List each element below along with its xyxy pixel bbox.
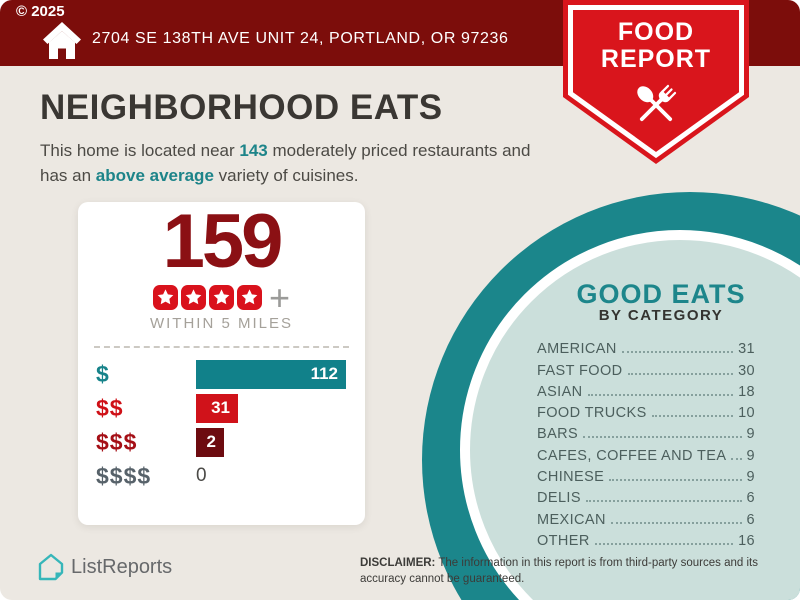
star-icon <box>236 285 262 310</box>
category-name: MEXICAN <box>537 511 606 528</box>
price-bar-row: $112 <box>96 357 365 391</box>
disclaimer-text: DISCLAIMER: The information in this repo… <box>360 556 792 587</box>
plus-icon: + <box>268 276 291 318</box>
listreports-brand-text: ListReports <box>71 555 173 578</box>
price-bar: 112 <box>196 359 346 389</box>
category-count: 9 <box>746 469 755 486</box>
badge-title-line2: REPORT <box>600 45 712 73</box>
crossed-spoon-fork-icon <box>637 84 677 122</box>
leader-dots <box>583 436 742 439</box>
price-bar-row: $$$ 2 <box>96 425 365 459</box>
leader-dots <box>731 457 742 460</box>
price-bar-row: $$ 31 <box>96 391 365 425</box>
price-bar: 2 <box>196 427 224 457</box>
leader-dots <box>610 521 742 524</box>
category-name: ASIAN <box>537 383 583 400</box>
price-level-label: $$ <box>96 394 124 421</box>
food-report-badge: FOOD REPORT <box>563 0 749 168</box>
price-level-label: $ <box>96 360 110 387</box>
category-row: BARS 9 <box>537 421 755 442</box>
ribbon-shape <box>563 0 749 164</box>
category-count: 30 <box>738 362 755 379</box>
category-row: DELIS 6 <box>537 485 755 506</box>
category-row: FOOD TRUCKS 10 <box>537 400 755 421</box>
price-bar: 31 <box>196 393 238 423</box>
category-name: FAST FOOD <box>537 362 623 379</box>
restaurant-count: 159 <box>162 199 284 284</box>
leader-dots <box>621 351 734 354</box>
price-level-bar-chart: $112 $$ 31 $$$ 2 $$$$ 0 <box>78 357 365 493</box>
subtitle-text: variety of cuisines. <box>213 165 359 185</box>
price-bar-zero-value: 0 <box>196 465 207 486</box>
subtitle-line-1: This home is located near 143 moderately… <box>40 139 530 164</box>
badge-title-line1: FOOD <box>617 18 695 46</box>
category-count: 6 <box>746 490 755 507</box>
restaurant-summary-card: 159 + WITHIN 5 MILES $112 $$ 31 $$$ 2 $$$$ 0 <box>78 202 365 525</box>
category-count: 9 <box>746 447 755 464</box>
subtitle-highlight: 143 <box>239 141 268 160</box>
subtitle-highlight: above average <box>95 165 214 185</box>
category-row: FAST FOOD 30 <box>537 357 755 379</box>
leader-dots <box>594 542 734 545</box>
leader-dots <box>587 393 734 396</box>
property-address: 2704 SE 138TH AVE UNIT 24, PORTLAND, OR … <box>92 30 509 47</box>
price-level-label: $$$$ <box>96 462 152 489</box>
category-count: 10 <box>738 405 755 422</box>
category-list: AMERICAN 31 FAST FOOD 30 ASIAN 18 FOOD TRUCKS 1… <box>537 336 755 549</box>
price-bar-row: $$$$ 0 <box>96 459 365 493</box>
category-row: OTHER 16 <box>537 528 755 549</box>
category-count: 9 <box>746 426 755 443</box>
subtitle-text: This home is located near <box>40 141 240 160</box>
leader-dots <box>627 372 734 375</box>
category-name: FOOD TRUCKS <box>537 405 647 422</box>
category-name: DELIS <box>537 490 581 507</box>
category-row: CAFES, COFFEE AND TEA 9 <box>537 442 755 464</box>
leader-dots <box>609 479 742 482</box>
page-subtitle: This home is located near 143 moderately… <box>40 139 530 188</box>
category-count: 16 <box>738 532 755 549</box>
star-icon <box>208 285 234 310</box>
rating-stars: + <box>78 276 365 318</box>
category-row: ASIAN 18 <box>537 379 755 400</box>
category-row: MEXICAN 6 <box>537 506 755 528</box>
price-level-label: $$$ <box>96 428 138 455</box>
category-name: CHINESE <box>537 469 605 486</box>
listreports-brand: ListReports <box>38 553 172 581</box>
star-icon <box>152 285 178 310</box>
disclaimer-body: The information in this report is from t… <box>360 557 758 585</box>
radius-label: WITHIN 5 MILES <box>149 315 293 332</box>
category-row: CHINESE 9 <box>537 464 755 485</box>
leader-dots <box>651 415 734 418</box>
category-name: OTHER <box>537 532 590 549</box>
category-count: 6 <box>746 511 755 528</box>
listreports-logo-icon <box>38 553 64 581</box>
subtitle-text: has an <box>40 165 96 185</box>
category-row: AMERICAN 31 <box>537 336 755 357</box>
copyright-text: © 2025 <box>16 3 65 20</box>
category-count: 18 <box>738 383 755 400</box>
good-eats-title: GOOD EATS <box>576 279 746 309</box>
category-name: BARS <box>537 426 579 443</box>
page-title: NEIGHBORHOOD EATS <box>40 88 443 127</box>
good-eats-subtitle: BY CATEGORY <box>598 307 724 324</box>
subtitle-text: moderately priced restaurants and <box>267 141 531 160</box>
category-name: AMERICAN <box>537 341 617 358</box>
category-name: CAFES, COFFEE AND TEA <box>537 447 727 464</box>
home-icon <box>43 22 81 59</box>
star-icon <box>180 285 206 310</box>
disclaimer-label: DISCLAIMER: <box>360 557 436 569</box>
leader-dots <box>585 500 742 503</box>
subtitle-line-2: has an above average variety of cuisines… <box>40 164 530 189</box>
dashed-divider <box>94 346 349 348</box>
category-count: 31 <box>738 341 755 358</box>
